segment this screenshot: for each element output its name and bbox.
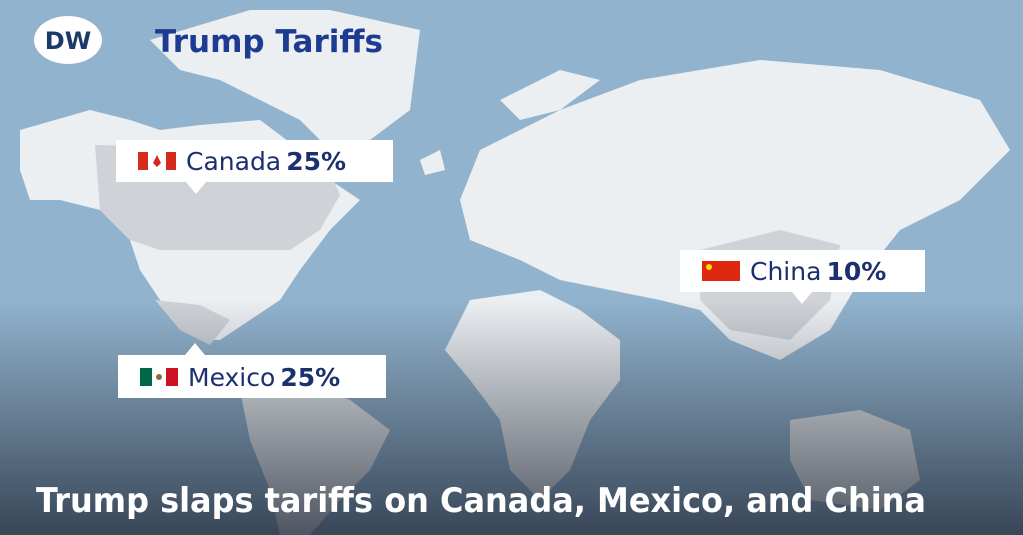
label-mexico: Mexico 25% — [118, 343, 386, 398]
caption-shade — [0, 300, 1023, 535]
logo-badge — [34, 16, 102, 64]
rate: 10% — [827, 257, 887, 286]
rate: 25% — [286, 147, 346, 176]
title: Trump Tariffs — [155, 24, 383, 60]
country: Mexico — [188, 363, 275, 392]
label-pointer — [186, 182, 206, 194]
country: Canada — [186, 147, 281, 176]
flag — [702, 261, 740, 281]
logo: DW — [34, 16, 102, 64]
rate: 25% — [280, 363, 340, 392]
caption: Trump slaps tariffs on Canada, Mexico, a… — [36, 481, 926, 521]
country-name: Mexico 25% — [188, 363, 340, 392]
flag — [138, 152, 176, 170]
country-name: China 10% — [750, 257, 886, 286]
country: China — [750, 257, 821, 286]
label-canada: Canada 25% — [116, 140, 393, 194]
flag — [140, 368, 178, 386]
logo-text: DW — [45, 27, 91, 55]
country-name: Canada 25% — [186, 147, 346, 176]
label-pointer — [185, 343, 205, 355]
label-pointer — [792, 292, 812, 304]
label-china: China 10% — [680, 250, 925, 304]
